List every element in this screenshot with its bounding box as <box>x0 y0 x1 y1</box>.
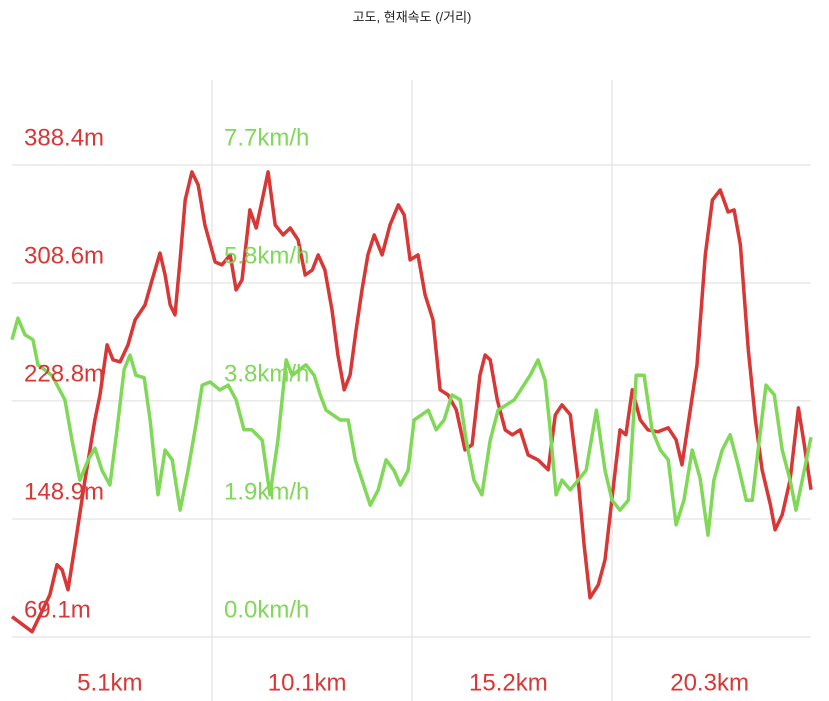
y2-tick-label: 1.9km/h <box>224 478 309 505</box>
y-tick-label: 228.8m <box>24 360 104 387</box>
x-tick-label: 15.2km <box>469 669 548 696</box>
series-line <box>10 170 813 634</box>
vertical-grid <box>211 80 613 701</box>
y2-tick-label: 3.8km/h <box>224 360 309 387</box>
y2-tick-label: 7.7km/h <box>224 124 309 151</box>
y-tick-label: 308.6m <box>24 242 104 269</box>
y2-tick-label: 5.8km/h <box>224 242 309 269</box>
chart-title: 고도, 현재속도 (/거리) <box>353 9 472 24</box>
x-tick-label: 20.3km <box>670 669 749 696</box>
y2-tick-label: 0.0km/h <box>224 596 309 623</box>
y-tick-label: 69.1m <box>24 596 91 623</box>
x-tick-label: 5.1km <box>77 669 142 696</box>
series-line <box>10 316 813 537</box>
y-tick-label: 148.9m <box>24 478 104 505</box>
x-tick-label: 10.1km <box>268 669 347 696</box>
y-tick-label: 388.4m <box>24 124 104 151</box>
